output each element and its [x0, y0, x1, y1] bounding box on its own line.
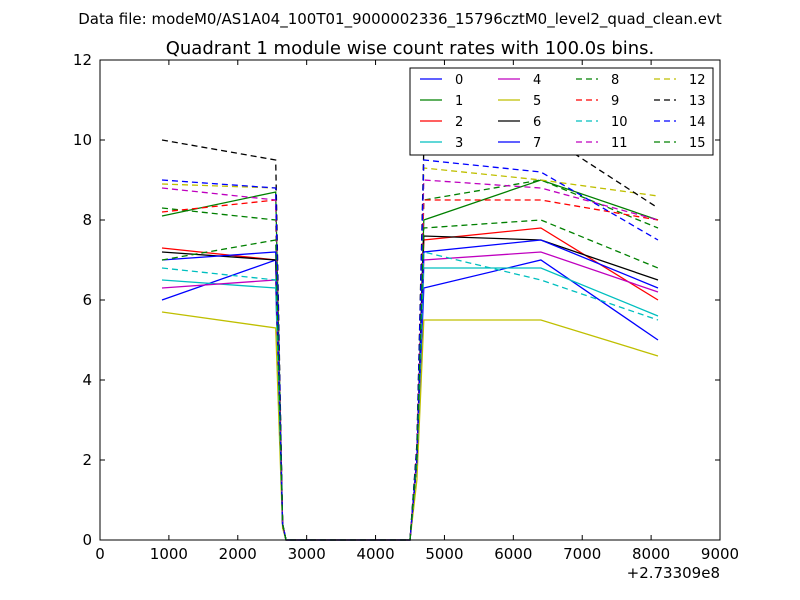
y-tick-label: 12	[73, 51, 92, 69]
legend-label-15: 15	[689, 136, 706, 151]
legend-label-13: 13	[689, 94, 706, 109]
series-line-15	[161, 219, 659, 541]
ticks-layer: 0 1000 2000 3000 4000 5000 6000 7000 8000 9000 0 2 4…	[73, 51, 739, 563]
y-tick-label: 4	[82, 371, 92, 389]
legend-label-11: 11	[611, 136, 628, 151]
legend-label-9: 9	[611, 94, 619, 109]
chart-title: Quadrant 1 module wise count rates with …	[166, 38, 655, 59]
x-offset-label: +2.73309e8	[627, 564, 720, 582]
legend-label-7: 7	[533, 136, 541, 151]
legend-label-0: 0	[455, 73, 463, 88]
x-tick-label: 0	[95, 545, 105, 563]
x-tick-label: 1000	[150, 545, 188, 563]
legend-label-3: 3	[455, 136, 463, 151]
y-tick-label: 10	[73, 131, 92, 149]
x-tick-label: 2000	[219, 545, 257, 563]
axes-frame	[99, 59, 721, 541]
legend-box	[409, 67, 714, 156]
legend-label-6: 6	[533, 115, 541, 130]
y-tick-label: 2	[82, 451, 92, 469]
y-tick-label: 6	[82, 291, 92, 309]
suptitle: Data file: modeM0/AS1A04_100T01_90000023…	[78, 10, 722, 29]
legend-label-4: 4	[533, 73, 541, 88]
y-tick-label: 0	[82, 531, 92, 549]
x-tick-label: 3000	[288, 545, 326, 563]
x-tick-label: 6000	[494, 545, 532, 563]
legend-label-1: 1	[455, 94, 463, 109]
legend-label-8: 8	[611, 73, 619, 88]
legend-label-10: 10	[611, 115, 628, 130]
legend-label-14: 14	[689, 115, 706, 130]
x-tick-label: 4000	[356, 545, 394, 563]
legend-label-5: 5	[533, 94, 541, 109]
legend-label-2: 2	[455, 115, 463, 130]
series-line-10	[161, 251, 659, 541]
x-tick-label: 9000	[701, 545, 739, 563]
legend-label-12: 12	[689, 73, 706, 88]
x-tick-label: 5000	[425, 545, 463, 563]
x-tick-label: 8000	[632, 545, 670, 563]
y-tick-label: 8	[82, 211, 92, 229]
x-tick-label: 7000	[563, 545, 601, 563]
